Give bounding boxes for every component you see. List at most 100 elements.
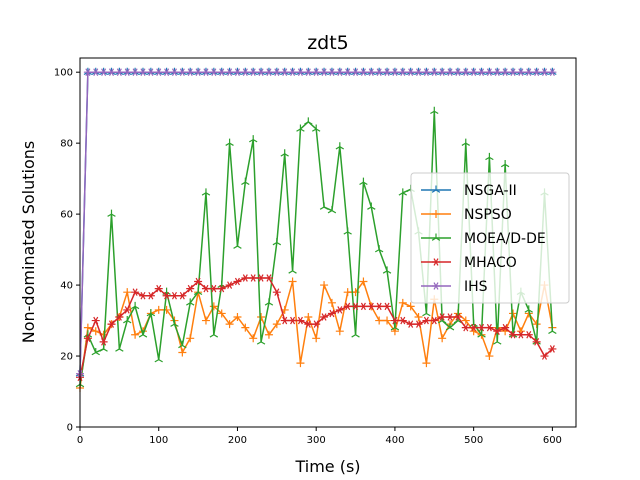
data-point-moea-d-de — [138, 330, 148, 338]
data-point-ihs — [548, 68, 557, 76]
data-point-moea-d-de — [249, 135, 258, 143]
data-point-mhaco — [383, 302, 392, 311]
data-point-mhaco — [343, 302, 352, 311]
data-point-mhaco — [501, 323, 510, 332]
data-point-mhaco — [477, 323, 486, 332]
data-point-mhaco — [430, 316, 439, 325]
data-point-mhaco — [138, 291, 147, 300]
data-point-nspso — [438, 334, 447, 343]
data-point-ihs — [493, 68, 502, 76]
y-tick-label: 20 — [60, 352, 73, 363]
data-point-moea-d-de — [319, 202, 329, 210]
data-point-mhaco — [516, 330, 525, 339]
data-point-nspso — [123, 288, 132, 297]
data-point-ihs — [524, 68, 533, 76]
data-point-nspso — [186, 334, 195, 343]
data-point-mhaco — [524, 330, 533, 339]
data-point-mhaco — [469, 323, 478, 332]
data-point-nspso — [422, 359, 431, 368]
data-point-nspso — [131, 330, 140, 339]
data-point-moea-d-de — [225, 138, 234, 146]
data-point-ihs — [351, 68, 360, 76]
data-point-moea-d-de — [374, 245, 384, 253]
data-point-mhaco — [485, 323, 494, 332]
data-point-ihs — [154, 68, 163, 76]
data-point-mhaco — [288, 316, 297, 325]
data-point-ihs — [446, 68, 455, 76]
chart-title: zdt5 — [307, 32, 349, 54]
data-point-ihs — [430, 68, 439, 76]
legend-marker-moea-d-de — [431, 233, 441, 241]
data-point-ihs — [186, 68, 195, 76]
data-point-nspso — [335, 327, 344, 336]
data-point-mhaco — [398, 316, 407, 325]
data-point-moea-d-de — [288, 266, 297, 274]
x-tick-label: 400 — [385, 435, 404, 446]
data-point-moea-d-de — [461, 138, 470, 146]
data-point-nspso — [509, 309, 518, 318]
data-point-ihs — [257, 68, 266, 76]
data-point-nspso — [320, 281, 329, 290]
data-point-ihs — [201, 68, 210, 76]
data-point-moea-d-de — [335, 142, 345, 150]
data-point-moea-d-de — [390, 323, 400, 331]
y-tick-label: 60 — [60, 210, 73, 221]
data-point-mhaco — [209, 284, 218, 293]
data-point-moea-d-de — [123, 316, 132, 324]
data-point-nspso — [272, 320, 281, 329]
y-axis-label: Non-dominated Solutions — [19, 141, 38, 343]
legend-label-ihs: IHS — [464, 279, 488, 295]
data-point-ihs — [406, 68, 415, 76]
x-axis-label: Time (s) — [294, 457, 360, 476]
data-point-moea-d-de — [264, 298, 274, 306]
data-point-ihs — [217, 68, 226, 76]
legend: NSGA-II NSPSO MOEA/D-DE MHACO IHS — [410, 172, 570, 304]
data-point-mhaco — [446, 313, 455, 321]
data-point-ihs — [398, 68, 407, 76]
data-point-ihs — [390, 68, 399, 76]
data-point-mhaco — [99, 338, 108, 346]
legend-marker-ihs — [432, 282, 440, 290]
data-point-ihs — [540, 68, 549, 76]
data-point-ihs — [422, 68, 431, 76]
legend-item-nsga-ii: NSGA-II — [421, 183, 517, 199]
data-point-moea-d-de — [422, 308, 431, 317]
data-point-ihs — [461, 68, 470, 76]
legend-marker-nsga-ii — [431, 185, 441, 193]
data-point-ihs — [178, 68, 187, 76]
data-point-mhaco — [296, 316, 305, 325]
legend-label-moea-d-de: MOEA/D-DE — [464, 231, 546, 247]
data-point-nspso — [241, 323, 250, 332]
data-point-mhaco — [162, 291, 171, 300]
data-point-ihs — [131, 68, 140, 76]
data-point-ihs — [438, 68, 447, 76]
data-point-moea-d-de — [398, 188, 407, 196]
data-point-ihs — [194, 68, 203, 76]
data-point-mhaco — [123, 306, 132, 314]
plot-frame — [79, 57, 577, 428]
data-point-moea-d-de — [241, 177, 250, 185]
legend-label-mhaco: MHACO — [464, 255, 517, 271]
data-point-moea-d-de — [186, 298, 195, 306]
series-moea-d-de — [75, 106, 557, 388]
data-point-mhaco — [335, 306, 344, 314]
data-point-nspso — [461, 316, 470, 325]
data-point-moea-d-de — [485, 152, 494, 161]
data-point-nspso — [296, 359, 305, 368]
data-point-nspso — [288, 277, 297, 286]
data-point-ihs — [123, 68, 132, 76]
data-point-moea-d-de — [256, 337, 266, 345]
data-point-mhaco — [241, 274, 250, 282]
data-point-moea-d-de — [280, 149, 289, 157]
data-point-ihs — [138, 68, 147, 76]
data-point-moea-d-de — [107, 209, 116, 217]
data-point-mhaco — [367, 302, 376, 311]
legend-item-ihs: IHS — [421, 279, 488, 295]
data-point-ihs — [115, 68, 124, 76]
data-point-mhaco — [233, 277, 242, 286]
data-point-mhaco — [312, 320, 321, 328]
data-point-mhaco — [83, 334, 92, 343]
data-point-moea-d-de — [154, 355, 163, 363]
data-point-nspso — [327, 298, 336, 307]
x-tick-label: 300 — [307, 435, 326, 446]
